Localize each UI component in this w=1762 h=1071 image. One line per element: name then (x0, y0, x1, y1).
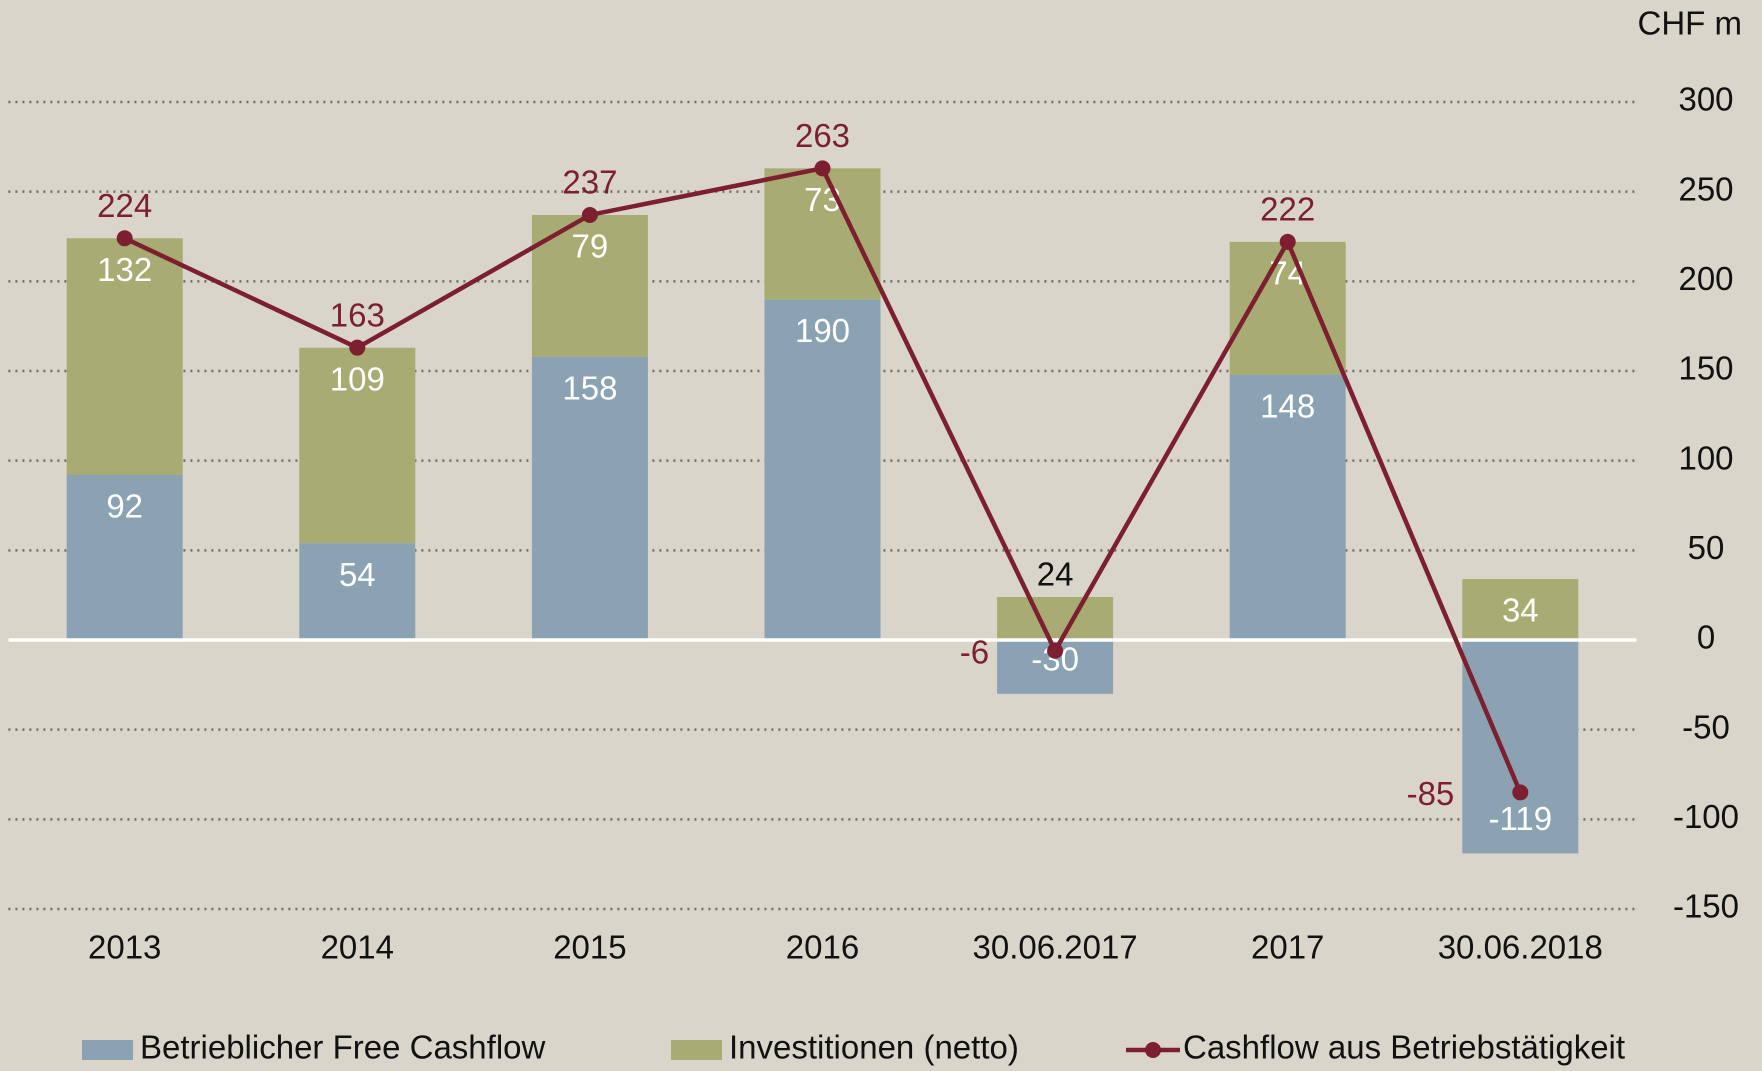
line-label: -6 (960, 633, 989, 670)
x-tick-label: 2013 (88, 929, 161, 966)
line-label: 222 (1260, 191, 1315, 228)
legend-swatch (82, 1040, 133, 1060)
line-point (1047, 642, 1064, 659)
line-label: 263 (795, 117, 850, 154)
bar-segment (1229, 374, 1346, 640)
line-point (581, 206, 598, 223)
y-tick-label: 250 (1678, 170, 1733, 207)
data-label: 34 (1502, 592, 1539, 629)
data-label: 148 (1260, 387, 1315, 424)
y-tick-label: 100 (1678, 439, 1733, 476)
data-label: 190 (795, 312, 850, 349)
line-label: -85 (1407, 775, 1455, 812)
line-point (116, 230, 133, 247)
line-point (349, 339, 366, 356)
bar-segment (764, 168, 881, 300)
bar-segment (299, 543, 416, 640)
y-tick-label: -100 (1673, 798, 1739, 835)
legend-swatch (671, 1040, 722, 1060)
x-tick-label: 2015 (553, 929, 626, 966)
y-axis-label: CHF m (1638, 5, 1742, 42)
data-label: 73 (804, 181, 841, 218)
y-tick-label: -50 (1682, 708, 1730, 745)
data-label: 54 (339, 556, 376, 593)
y-tick-label: 300 (1678, 81, 1733, 118)
data-label: 24 (1037, 556, 1074, 593)
x-tick-label: 30.06.2018 (1438, 929, 1603, 966)
line-label: 237 (562, 164, 617, 201)
y-tick-label: -150 (1673, 888, 1739, 925)
line-label: 224 (97, 187, 152, 224)
legend-swatch (1145, 1042, 1161, 1058)
bar-segment (299, 347, 416, 544)
data-label: 79 (572, 228, 609, 265)
line-point (1512, 784, 1529, 801)
data-label: 92 (106, 488, 143, 525)
line-point (1279, 233, 1296, 250)
data-label: 132 (97, 251, 152, 288)
bar-segment (764, 299, 881, 640)
data-label: 109 (330, 360, 385, 397)
bar-segment (1462, 579, 1579, 640)
bar-segment (66, 238, 183, 476)
legend-label: Cashflow aus Betriebstätigkeit (1183, 1029, 1625, 1066)
x-tick-label: 2014 (321, 929, 394, 966)
y-tick-label: 50 (1688, 529, 1725, 566)
bar-segment (66, 475, 183, 640)
line-label: 163 (330, 296, 385, 333)
x-tick-label: 2016 (786, 929, 859, 966)
y-tick-label: 200 (1678, 260, 1733, 297)
y-tick-label: 150 (1678, 350, 1733, 387)
bar-segment (1462, 640, 1579, 854)
bar-segment (997, 596, 1114, 640)
y-tick-label: 0 (1697, 619, 1715, 656)
bar-segment (531, 356, 648, 640)
data-label: -119 (1488, 800, 1552, 837)
x-tick-label: 2017 (1251, 929, 1324, 966)
data-label: 158 (562, 369, 617, 406)
x-tick-label: 30.06.2017 (973, 929, 1138, 966)
legend-label: Betrieblicher Free Cashflow (140, 1029, 545, 1066)
legend-label: Investitionen (netto) (729, 1029, 1019, 1066)
line-point (814, 160, 831, 177)
